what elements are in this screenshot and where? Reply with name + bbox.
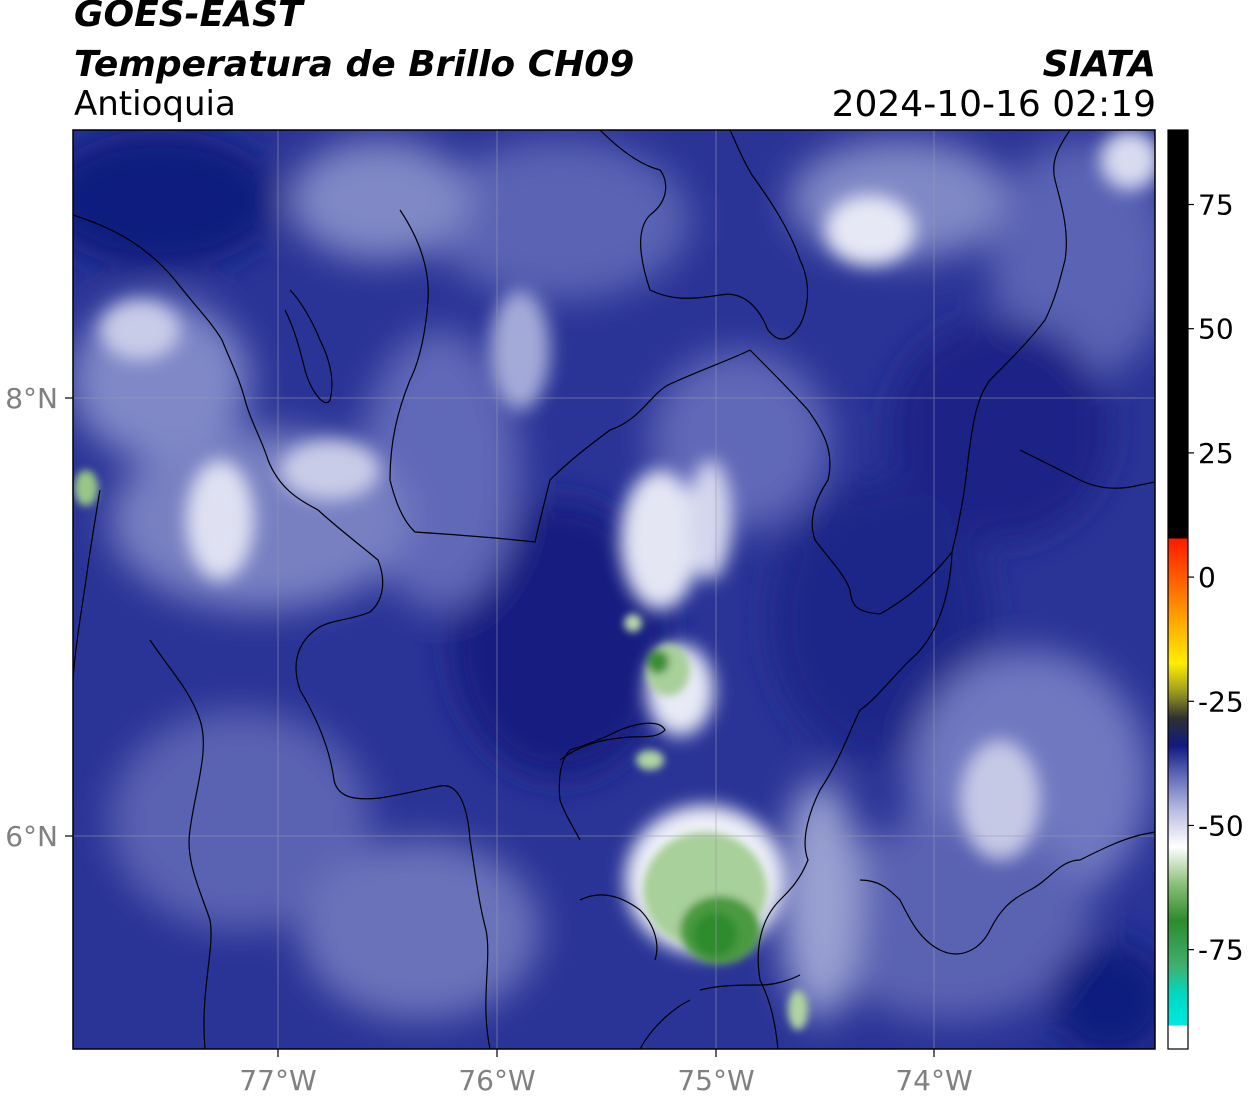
satellite-title: GOES-EAST — [74, 0, 303, 35]
cold-convective-cores — [74, 470, 808, 1030]
graticule — [73, 130, 1155, 1049]
lat-label-6n: 6°N — [5, 820, 58, 853]
eastern-inner-boundary — [749, 349, 953, 615]
colorbar-tick-label: 50 — [1198, 313, 1234, 346]
organization-label: SIATA — [1042, 44, 1156, 85]
magdalena-boundary — [951, 130, 1071, 553]
colorbar-tick-label: -75 — [1198, 934, 1244, 967]
lon-label-76w: 76°W — [458, 1064, 535, 1097]
southeastern-boundary — [757, 551, 953, 1049]
lon-axis: 77°W 76°W 75°W 74°W — [239, 1049, 973, 1097]
region-label: Antioquia — [74, 84, 236, 124]
eastern-lower-boundary — [859, 831, 1155, 955]
northern-boundary — [599, 130, 809, 340]
colorbar-scale — [1168, 130, 1188, 1049]
southern-boundary — [579, 894, 801, 1049]
western-boundary — [73, 214, 491, 1049]
lat-axis: 8°N 6°N — [5, 382, 73, 853]
timestamp-label: 2024-10-16 02:19 — [831, 84, 1156, 125]
colorbar-tick-label: -25 — [1198, 685, 1244, 718]
lat-label-8n: 8°N — [5, 382, 58, 415]
atrato-boundary — [149, 639, 212, 1049]
colorbar-frame — [1167, 129, 1189, 1050]
colorbar: 75 50 25 0 -25 -50 -75 — [1167, 129, 1244, 1050]
colorbar-tick-label: -50 — [1198, 809, 1244, 842]
coastline-west — [73, 489, 101, 681]
lon-label-77w: 77°W — [239, 1064, 316, 1097]
brightness-temperature-field — [73, 130, 1155, 1049]
urab-boundary — [389, 209, 751, 543]
map-frame — [72, 129, 1156, 1050]
product-title: Temperatura de Brillo CH09 — [74, 44, 635, 85]
colorbar-tick-label: 75 — [1198, 189, 1234, 222]
gulf-coast — [284, 289, 333, 404]
cesar-boundary — [1019, 449, 1155, 489]
lon-label-75w: 75°W — [677, 1064, 754, 1097]
colorbar-tick-label: 0 — [1198, 561, 1216, 594]
admin-boundaries — [73, 130, 1155, 1049]
colorbar-tick-label: 25 — [1198, 437, 1234, 470]
lon-label-74w: 74°W — [895, 1064, 972, 1097]
broad-cloud-layer — [73, 130, 1155, 1049]
metro-boundary — [558, 722, 666, 841]
